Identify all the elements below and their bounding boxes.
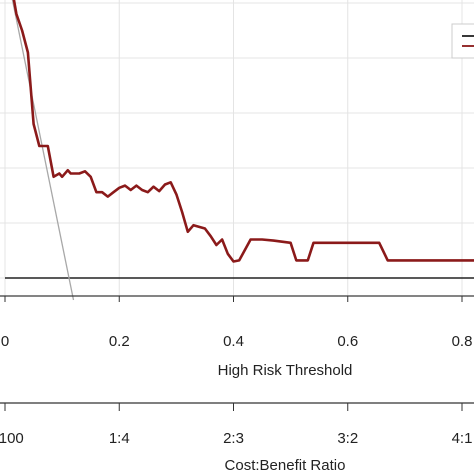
cost-benefit-tick-label: 2:3 [223, 430, 244, 447]
cost-benefit-tick-label: 1:4 [109, 430, 130, 447]
cost-benefit-tick-label: 1:100 [0, 430, 24, 447]
cost-benefit-axis: 1:100 1:4 2:3 3:2 4:1 [0, 402, 474, 447]
series-line-all [11, 0, 75, 301]
x-axis: 0 0.2 0.4 0.6 0.8 [1, 296, 473, 350]
x-tick-label: 0 [1, 333, 9, 350]
x-tick-label: 0.8 [452, 333, 473, 350]
plot-frame [0, 295, 474, 297]
grid-layer [0, 0, 474, 296]
x-tick-label: 0.4 [223, 333, 244, 350]
x-tick-label: 0.2 [109, 333, 130, 350]
series-line-model [12, 0, 474, 263]
cost-benefit-tick-label: 4:1 [452, 430, 473, 447]
x-axis-title: High Risk Threshold [218, 362, 353, 379]
x-tick-label: 0.6 [337, 333, 358, 350]
cost-benefit-axis-title: Cost:Benefit Ratio [225, 457, 346, 474]
legend [451, 23, 474, 59]
legend-box [451, 23, 474, 59]
series-layer [5, 0, 474, 301]
cost-benefit-tick-label: 3:2 [337, 430, 358, 447]
